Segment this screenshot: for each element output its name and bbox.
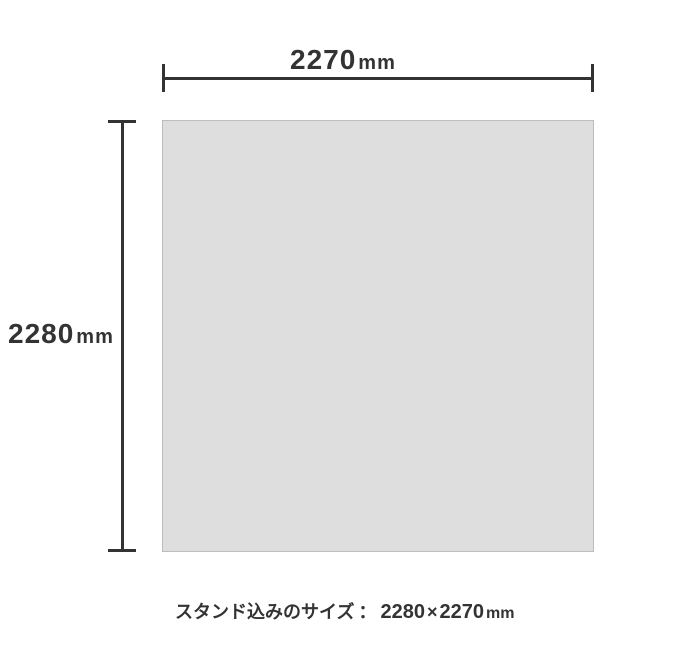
left-ruler-line — [121, 120, 124, 552]
left-dimension-unit: mm — [76, 326, 114, 348]
left-dimension-label: 2280mm — [8, 318, 114, 350]
top-ruler-left-cap — [162, 64, 165, 92]
dimension-diagram: 2270mm 2280mm スタンド込みのサイズ：2280×2270mm — [0, 0, 680, 660]
caption-text: スタンド込みのサイズ：2280×2270mm — [175, 598, 514, 624]
caption-unit: mm — [486, 605, 514, 622]
caption-dim-a: 2280 — [380, 601, 425, 623]
caption-prefix: スタンド込みのサイズ — [175, 602, 354, 622]
top-dimension-label: 2270mm — [290, 44, 396, 76]
left-ruler-bottom-cap — [108, 549, 136, 552]
left-ruler-top-cap — [108, 120, 136, 123]
caption-separator: ： — [358, 602, 376, 622]
top-ruler-right-cap — [591, 64, 594, 92]
caption-times: × — [427, 602, 438, 622]
top-ruler-line — [162, 77, 594, 80]
top-dimension-unit: mm — [358, 52, 396, 74]
caption-dim-b: 2270 — [439, 601, 484, 623]
top-dimension-value: 2270 — [290, 44, 356, 75]
left-dimension-value: 2280 — [8, 318, 74, 349]
product-footprint-square — [162, 120, 594, 552]
